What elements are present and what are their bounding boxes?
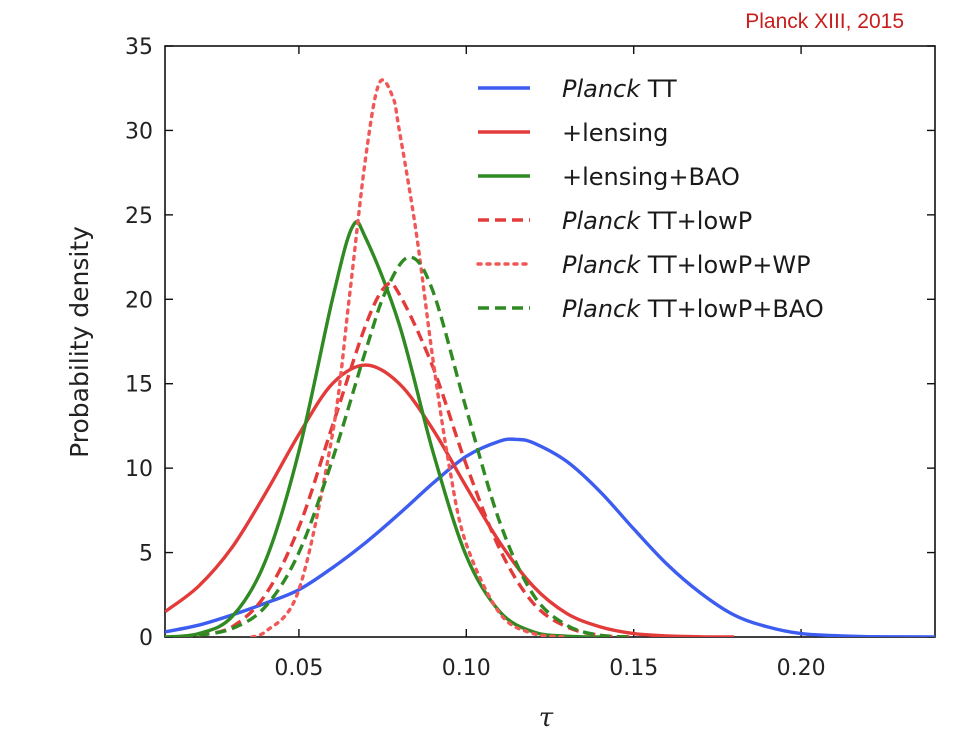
legend: Planck TT +lensing +lensing+BAO Planck TT+l… [476,75,824,323]
legend-text-part: +lensing+BAO [562,163,740,191]
legend-italic-part: Planck [562,75,641,103]
series-line-6 [181,255,634,637]
legend-entry-6: Planck TT+lowP+BAO [562,295,824,323]
y-tick-label: 0 [139,626,153,651]
legend-entry-1: Planck TT [562,75,677,103]
legend-italic-part: Planck [562,207,641,235]
x-tick-label: 0.05 [274,656,323,681]
series-lines [165,78,935,637]
x-tick-label: 0.20 [777,656,826,681]
y-tick-label: 10 [125,457,153,482]
legend-text-part: TT [640,75,677,103]
series-line-4 [181,281,634,637]
x-tick-label: 0.15 [609,656,658,681]
legend-text-part: TT+lowP+BAO [640,295,824,323]
legend-entry-3: +lensing+BAO [562,163,740,191]
series-line-1 [165,437,935,637]
source-annotation: Planck XIII, 2015 [745,10,904,33]
plot-area [164,45,936,638]
plot-frame [164,45,936,638]
legend-italic-part: Planck [562,251,641,279]
legend-entry-4: Planck TT+lowP [562,207,752,235]
series-line-3 [165,219,601,637]
x-axis-label: τ [539,703,554,733]
legend-text-part: TT+lowP [640,207,752,235]
y-axis-label: Probability density [65,226,94,458]
x-tick-label: 0.10 [442,656,491,681]
axis-ticks: 0 5 10 15 20 25 30 35 0.05 0.10 0.15 0.20 [125,35,935,681]
y-tick-label: 35 [125,35,153,60]
y-tick-label: 15 [125,373,153,398]
legend-text-part: TT+lowP+WP [640,251,810,279]
legend-entry-5: Planck TT+lowP+WP [562,251,811,279]
y-tick-label: 30 [125,119,153,144]
y-tick-label: 25 [125,204,153,229]
legend-entry-2: +lensing [562,119,668,147]
legend-text-part: +lensing [562,119,668,147]
series-line-2 [165,363,735,637]
y-tick-label: 20 [125,288,153,313]
legend-italic-part: Planck [562,295,641,323]
y-tick-label: 5 [139,542,153,567]
